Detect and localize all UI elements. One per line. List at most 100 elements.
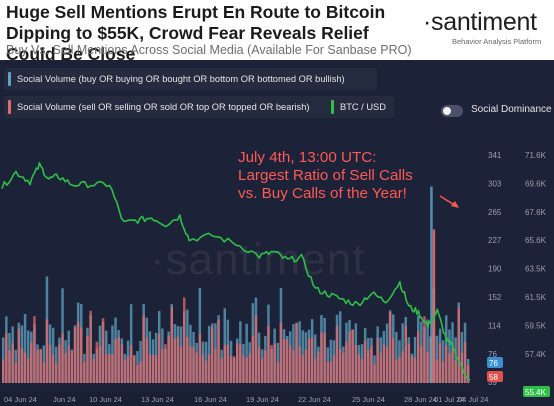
sell-volume-bar <box>239 344 242 383</box>
watermark: ·santiment <box>150 235 366 284</box>
sell-volume-bar <box>195 352 198 383</box>
sell-volume-bar <box>463 342 467 383</box>
sell-volume-bar <box>329 361 333 383</box>
sell-volume-bar <box>342 352 345 383</box>
sell-volume-bar <box>36 349 39 383</box>
logo-tagline: Behavior Analysis Platform <box>452 37 542 46</box>
volume-axis-tick: 227 <box>488 236 502 245</box>
legend-sell[interactable]: Social Volume (sell OR selling OR sold O… <box>4 96 330 118</box>
sell-volume-bar <box>232 356 236 383</box>
sell-volume-bar <box>298 347 301 383</box>
price-axis-tick: 61.5K <box>525 293 547 302</box>
volume-axis-tick: 265 <box>488 208 502 217</box>
sell-volume-bar <box>413 357 417 383</box>
volume-axis-tick: 76 <box>488 350 497 359</box>
sell-volume-bar <box>64 353 67 383</box>
sell-volume-bar <box>457 307 460 383</box>
legend-buy[interactable]: Social Volume (buy OR buying OR bought O… <box>4 68 377 90</box>
buy-current-badge <box>487 357 503 368</box>
sell-volume-bar <box>236 343 239 383</box>
sell-volume-bar <box>438 342 442 383</box>
price-axis-tick: 67.6K <box>525 208 547 217</box>
sell-volume-bar <box>217 319 220 383</box>
sell-volume-bar <box>257 347 261 383</box>
sell-volume-bar <box>161 349 164 383</box>
sell-volume-bar <box>382 344 386 383</box>
sell-volume-bar <box>370 346 373 383</box>
buy-volume-bar <box>23 314 27 383</box>
sell-volume-bar <box>339 348 342 383</box>
sell-volume-bar <box>126 355 130 383</box>
sell-volume-bar <box>70 350 74 383</box>
sell-volume-bar <box>251 335 255 383</box>
x-axis-tick: 16 Jun 24 <box>194 395 227 404</box>
sell-volume-bar <box>326 361 329 383</box>
buy-volume-bar <box>129 304 133 383</box>
sell-volume-bar <box>86 335 89 383</box>
sell-volume-bar <box>345 342 348 383</box>
sell-volume-bar <box>398 356 401 383</box>
social-dominance-label: Social Dominance <box>471 104 552 115</box>
sell-volume-bar <box>307 338 311 383</box>
sell-volume-bar <box>388 311 392 383</box>
sell-volume-bar <box>363 340 367 383</box>
toggle-knob <box>443 107 451 115</box>
buy-volume-bar <box>441 340 445 383</box>
sell-volume-bar <box>335 326 339 383</box>
sell-volume-bar <box>120 344 124 383</box>
legend-btc[interactable]: BTC / USD <box>327 96 394 118</box>
sell-volume-bar <box>23 352 27 383</box>
buy-volume-bar <box>339 311 342 383</box>
sell-volume-bar <box>417 331 420 383</box>
x-axis-tick: Jun 24 <box>53 395 76 404</box>
legend-sell-label: Social Volume (sell OR selling OR sold O… <box>17 102 310 112</box>
sell-volume-bar <box>55 363 58 383</box>
volume-axis-tick: 190 <box>488 265 502 274</box>
volume-axis-tick: 114 <box>488 321 501 330</box>
sell-volume-bar <box>451 348 454 383</box>
sell-volume-bar <box>373 364 376 383</box>
x-axis-tick: 22 Jun 24 <box>298 395 331 404</box>
sell-volume-bar <box>192 347 195 383</box>
sell-volume-bar <box>223 345 226 383</box>
sell-volume-bar <box>145 338 148 383</box>
buy-current-value: 76 <box>489 359 498 368</box>
buy-volume-bar <box>245 323 248 383</box>
x-axis-tick: 04 Jul 24 <box>458 395 488 404</box>
sell-volume-bar <box>8 350 11 383</box>
price-axis-tick: 57.4K <box>525 350 547 359</box>
sell-volume-bar <box>207 354 211 383</box>
buy-volume-bar <box>435 335 439 383</box>
chart-title: Huge Sell Mentions Erupt En Route to Bit… <box>6 2 386 64</box>
sell-volume-bar <box>42 361 46 383</box>
sell-volume-bar <box>248 353 251 383</box>
sell-volume-bar <box>245 357 248 383</box>
price-axis-tick: 71.6K <box>525 151 547 160</box>
buy-volume-bar <box>329 339 333 383</box>
price-axis-tick: 65.6K <box>525 236 547 245</box>
chart-svg: 341 303 265 227 190 152 114 76 39 71.6K 69.6K 67.6K… <box>0 151 550 406</box>
sell-volume-bar <box>435 359 439 383</box>
sell-volume-bar <box>92 359 95 383</box>
x-axis-tick: 13 Jun 24 <box>141 395 174 404</box>
sell-volume-bar <box>117 337 120 383</box>
sell-volume-bar <box>226 344 230 383</box>
sell-volume-bar <box>354 345 358 383</box>
sell-volume-bar <box>261 358 264 383</box>
sell-volume-bar <box>189 345 192 383</box>
sell-volume-bar <box>111 354 114 383</box>
sell-volume-spike <box>432 229 436 383</box>
buy-volume-bar <box>27 330 30 383</box>
x-axis-tick: 04 Jun 24 <box>4 395 37 404</box>
sell-volume-bar <box>264 350 267 383</box>
sell-volume-bar <box>114 339 117 383</box>
x-axis-tick: 19 Jun 24 <box>246 395 279 404</box>
sell-volume-bar <box>5 333 8 383</box>
volume-axis-tick: 341 <box>488 151 502 160</box>
sell-volume-bar <box>101 318 105 383</box>
sell-volume-bar <box>242 355 245 383</box>
social-dominance-toggle[interactable] <box>441 105 463 117</box>
sell-volume-bar <box>73 327 77 383</box>
sell-volume-bar <box>148 354 152 383</box>
x-axis-tick: 25 Jun 24 <box>352 395 385 404</box>
